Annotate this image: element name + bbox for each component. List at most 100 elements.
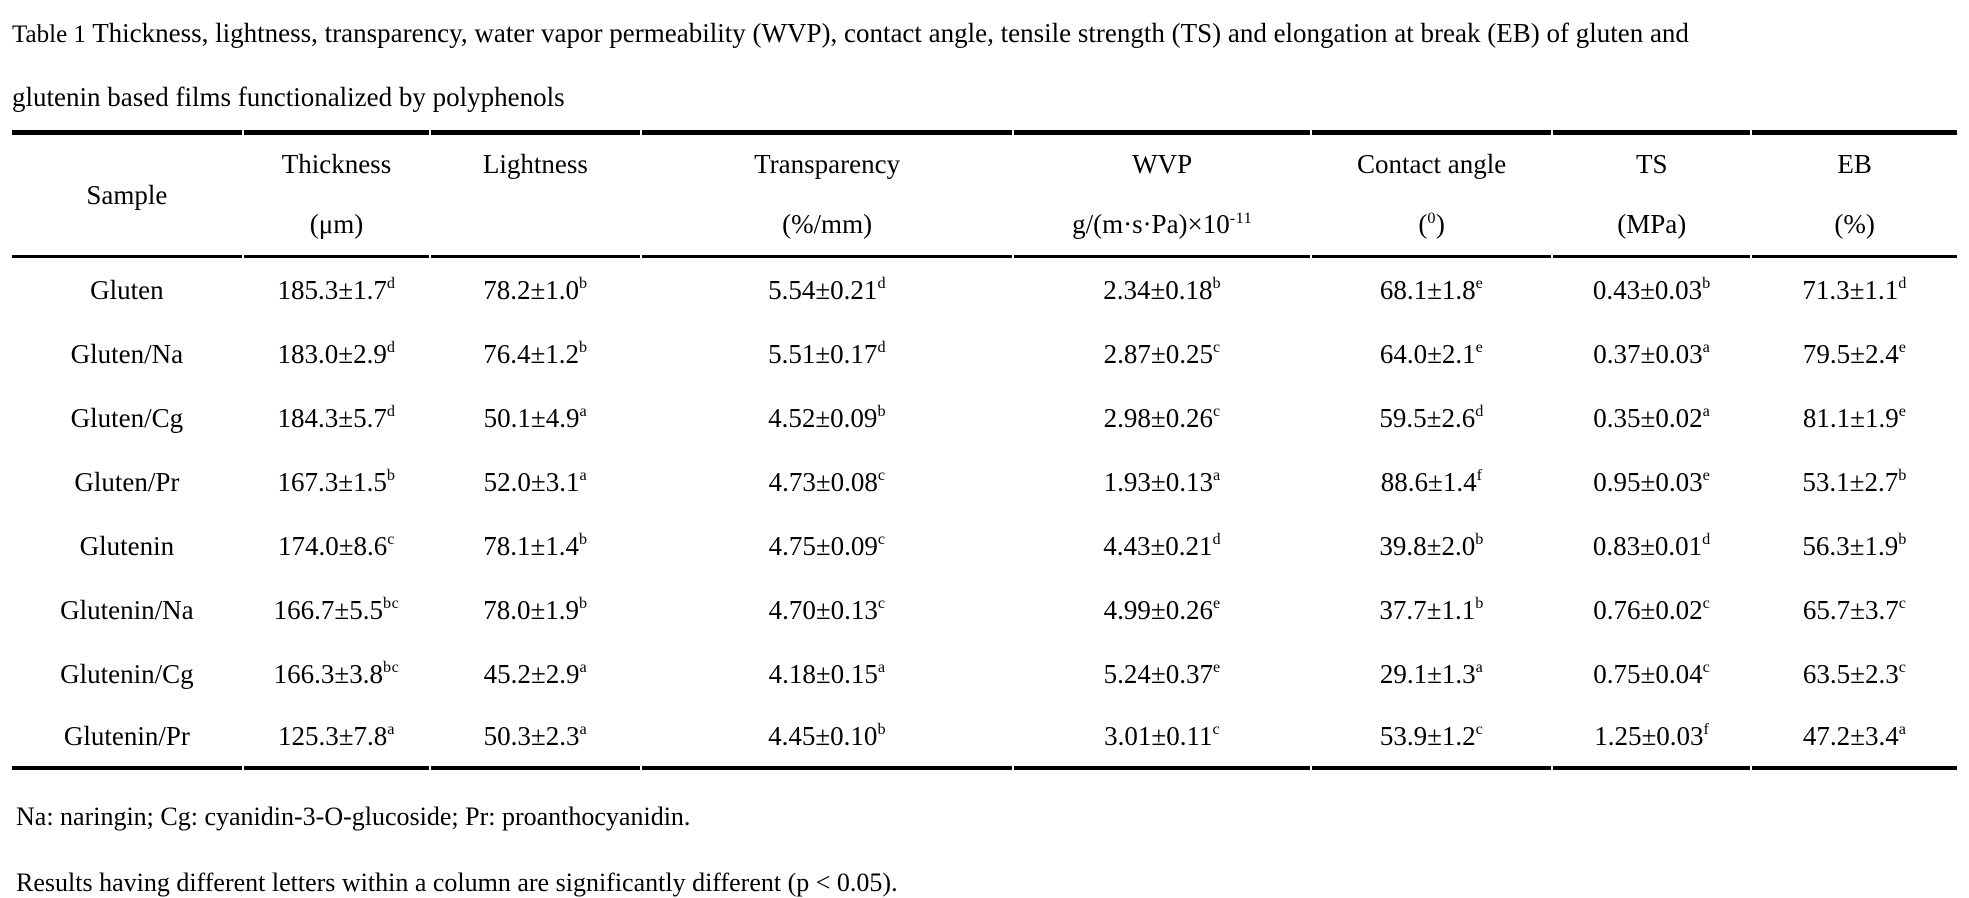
table-row: Gluten/Pr 167.3±1.5b 52.0±3.1a 4.73±0.08… [12,450,1957,514]
table-header: Sample Thickness Lightness Transparency … [12,130,1957,258]
column-header-contact_angle: Contact angle [1311,130,1552,194]
significance-letter: d [877,274,887,293]
value-cell: 50.3±2.3a [431,706,640,770]
column-unit-lightness [431,194,640,258]
measurement-value: 125.3±7.8 [277,720,388,751]
significance-letter: b [1475,594,1484,613]
column-unit-eb: (%) [1752,194,1957,258]
value-cell: 2.87±0.25c [1014,322,1309,386]
column-header-ts: TS [1553,130,1751,194]
measurement-value: 0.76±0.02 [1593,594,1703,625]
measurement-value: 184.3±5.7 [277,402,387,433]
measurement-value: 59.5±2.6 [1379,402,1476,433]
table-caption-label: Table 1 [12,21,86,48]
value-cell: 5.51±0.17d [642,322,1013,386]
significance-letter: a [387,720,395,739]
measurement-value: 39.8±2.0 [1379,530,1476,561]
value-cell: 53.9±1.2c [1311,706,1552,770]
measurement-value: 5.54±0.21 [768,274,878,305]
significance-letter: b [579,338,588,357]
value-cell: 167.3±1.5b [244,450,429,514]
significance-letter: f [1703,720,1710,739]
significance-letter: b [877,402,887,421]
sample-cell: Gluten/Cg [70,402,184,433]
significance-letter: b [579,594,588,613]
value-cell: 125.3±7.8a [243,706,430,770]
significance-letter: d [1212,530,1222,549]
measurement-value: 50.1±4.9 [483,402,580,433]
column-unit-ts: (MPa) [1553,194,1751,258]
header-row-units: (μm) (%/mm) g/(m·s·Pa)×10-11 (0) (MPa) (… [12,194,1957,258]
header-row-labels: Sample Thickness Lightness Transparency … [12,130,1957,258]
table-row: Glutenin 174.0±8.6c 78.1±1.4b 4.75±0.09c… [12,514,1957,578]
column-unit-text: (μm) [309,209,364,239]
significance-letter: a [877,658,886,677]
value-cell: 81.1±1.9e [1752,386,1957,450]
significance-letter: a [1475,658,1484,677]
sample-cell: Glutenin/Pr [12,706,242,770]
measurement-value: 79.5±2.4 [1802,338,1899,369]
significance-letter: c [1212,402,1221,421]
significance-letter: a [579,658,588,677]
significance-letter: a [1212,466,1221,485]
significance-letter: b [1475,530,1484,549]
significance-letter: e [1475,274,1484,293]
value-cell: 47.2±3.4a [1752,706,1957,770]
column-unit-text-close: ) [1435,209,1445,239]
significance-letter: a [579,466,588,485]
column-unit-text: g/(m·s·Pa)×10 [1072,209,1230,239]
value-cell: 2.98±0.26c [1014,386,1309,450]
measurement-value: 2.34±0.18 [1103,274,1213,305]
significance-letter: b [579,530,588,549]
value-cell: 4.73±0.08c [642,450,1013,514]
column-unit-wvp: g/(m·s·Pa)×10-11 [1014,194,1310,258]
measurement-value: 78.2±1.0 [483,274,580,305]
footnote-abbreviations: Na: naringin; Cg: cyanidin-3-O-glucoside… [16,802,691,831]
value-cell: 45.2±2.9a [431,642,640,706]
measurement-value: 52.0±3.1 [483,466,580,497]
significance-letter: c [1702,594,1711,613]
measurement-value: 78.1±1.4 [483,530,580,561]
measurement-value: 29.1±1.3 [1379,658,1476,689]
measurement-value: 53.1±2.7 [1802,466,1899,497]
column-unit-text: (%) [1834,209,1875,239]
value-cell: 78.0±1.9b [431,578,640,642]
column-unit-transparency: (%/mm) [641,194,1013,258]
measurement-value: 56.3±1.9 [1802,530,1899,561]
significance-letter: f [1476,466,1483,485]
value-cell: 78.2±1.0b [431,258,640,322]
value-cell: 37.7±1.1b [1312,578,1551,642]
value-cell: 56.3±1.9b [1752,514,1957,578]
column-unit-contact_angle: (0) [1311,194,1552,258]
value-cell: 68.1±1.8e [1312,258,1551,322]
value-cell: 64.0±2.1e [1312,322,1551,386]
value-cell: 52.0±3.1a [431,450,640,514]
measurement-value: 4.52±0.09 [768,402,878,433]
significance-letter: c [1475,720,1484,739]
measurement-value: 78.0±1.9 [483,594,580,625]
measurement-value: 166.7±5.5 [273,594,383,625]
measurement-value: 37.7±1.1 [1379,594,1476,625]
measurement-value: 174.0±8.6 [277,530,388,561]
column-header-transparency: Transparency [641,130,1013,194]
sample-cell: Glutenin/Cg [60,658,194,689]
significance-letter: b [579,274,588,293]
table-row: Glutenin/Na 166.7±5.5bc 78.0±1.9b 4.70±0… [12,578,1957,642]
measurement-value: 76.4±1.2 [483,338,580,369]
value-cell: 71.3±1.1d [1752,258,1957,322]
significance-letter: d [1898,274,1907,293]
measurement-value: 166.3±3.8 [273,658,383,689]
sample-cell: Gluten/Pr [74,466,180,497]
measurement-value: 4.70±0.13 [768,594,878,625]
table-caption: Table 1 Thickness, lightness, transparen… [10,2,1959,129]
value-cell: 63.5±2.3c [1752,642,1957,706]
value-cell: 0.43±0.03b [1553,258,1750,322]
measurement-value: 0.83±0.01 [1592,530,1703,561]
significance-letter: bc [382,658,400,677]
significance-letter: d [386,274,396,293]
value-cell: 0.76±0.02c [1553,578,1750,642]
significance-letter: b [1898,466,1907,485]
significance-letter: a [1702,402,1711,421]
column-header-label: Thickness [281,149,392,179]
